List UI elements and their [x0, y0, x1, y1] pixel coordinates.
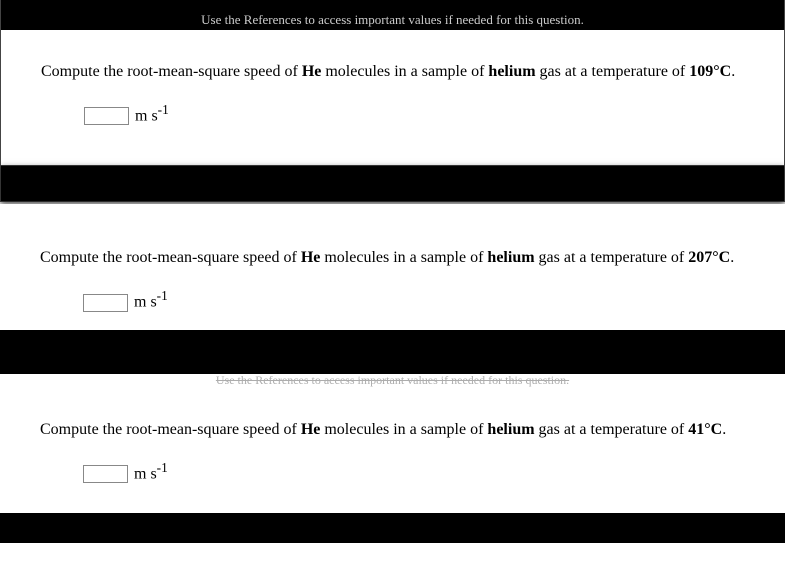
prompt-mid2: gas at a temperature of — [536, 63, 690, 80]
gas-name: helium — [487, 421, 534, 438]
unit-label-3: m s-1 — [134, 460, 168, 483]
prompt-post: . — [722, 421, 726, 438]
question-card-3: Use the References to access important v… — [0, 374, 785, 543]
unit-base: m s — [134, 465, 157, 482]
question-prompt-2: Compute the root-mean-square speed of He… — [40, 246, 745, 270]
answer-input-1[interactable] — [84, 107, 129, 125]
prompt-pre: Compute the root-mean-square speed of — [40, 421, 301, 438]
bottom-dark-band-1 — [1, 165, 784, 201]
unit-base: m s — [135, 107, 158, 124]
unit-label-2: m s-1 — [134, 288, 168, 311]
temperature-value: 41°C — [688, 421, 722, 438]
prompt-mid1: molecules in a sample of — [320, 249, 487, 266]
prompt-post: . — [730, 249, 734, 266]
question-card-1: Use the References to access important v… — [0, 0, 785, 202]
question-prompt-1: Compute the root-mean-square speed of He… — [41, 60, 744, 84]
molecule-symbol: He — [302, 63, 322, 80]
temperature-value: 109°C — [689, 63, 731, 80]
prompt-mid2: gas at a temperature of — [535, 421, 689, 438]
answer-row-2: m s-1 — [83, 288, 745, 311]
unit-label-1: m s-1 — [135, 102, 169, 125]
gas-name: helium — [488, 63, 535, 80]
prompt-post: . — [731, 63, 735, 80]
question-body-2: Compute the root-mean-square speed of He… — [0, 204, 785, 329]
answer-input-3[interactable] — [83, 465, 128, 483]
top-dark-band — [1, 0, 784, 9]
answer-input-2[interactable] — [83, 294, 128, 312]
question-prompt-3: Compute the root-mean-square speed of He… — [40, 418, 745, 442]
question-card-2: Compute the root-mean-square speed of He… — [0, 204, 785, 373]
prompt-mid1: molecules in a sample of — [321, 63, 488, 80]
answer-row-3: m s-1 — [83, 460, 745, 483]
reference-hint-3: Use the References to access important v… — [0, 374, 785, 388]
gas-name: helium — [487, 249, 534, 266]
question-body-3: Compute the root-mean-square speed of He… — [0, 388, 785, 513]
molecule-symbol: He — [301, 249, 321, 266]
bottom-dark-band-3 — [0, 513, 785, 543]
unit-base: m s — [134, 294, 157, 311]
unit-exponent: -1 — [158, 102, 169, 117]
unit-exponent: -1 — [157, 288, 168, 303]
reference-hint-text: Use the References to access important v… — [201, 12, 584, 27]
temperature-value: 207°C — [688, 249, 730, 266]
bottom-dark-band-2 — [0, 330, 785, 374]
unit-exponent: -1 — [157, 460, 168, 475]
molecule-symbol: He — [301, 421, 321, 438]
reference-hint-text-3: Use the References to access important v… — [216, 373, 569, 387]
question-body-1: Compute the root-mean-square speed of He… — [1, 30, 784, 165]
prompt-pre: Compute the root-mean-square speed of — [41, 63, 302, 80]
prompt-pre: Compute the root-mean-square speed of — [40, 249, 301, 266]
prompt-mid1: molecules in a sample of — [320, 421, 487, 438]
reference-hint: Use the References to access important v… — [1, 9, 784, 30]
prompt-mid2: gas at a temperature of — [535, 249, 689, 266]
answer-row-1: m s-1 — [84, 102, 744, 125]
